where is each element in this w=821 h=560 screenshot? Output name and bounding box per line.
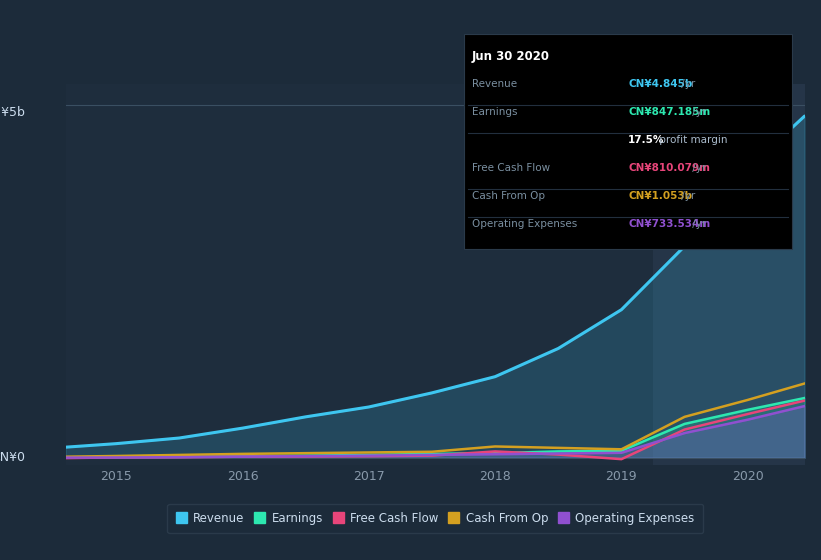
Text: CN¥810.079m: CN¥810.079m (628, 163, 710, 173)
Text: /yr: /yr (690, 107, 707, 117)
Text: Jun 30 2020: Jun 30 2020 (472, 50, 550, 63)
Text: /yr: /yr (690, 219, 707, 229)
Text: CN¥1.053b: CN¥1.053b (628, 191, 692, 201)
Text: CN¥4.845b: CN¥4.845b (628, 79, 692, 89)
Text: CN¥0: CN¥0 (0, 451, 25, 464)
Text: Revenue: Revenue (472, 79, 517, 89)
Text: Operating Expenses: Operating Expenses (472, 219, 577, 229)
Bar (653, 84, 811, 465)
Text: Earnings: Earnings (472, 107, 517, 117)
Text: Free Cash Flow: Free Cash Flow (472, 163, 550, 173)
Text: 17.5%: 17.5% (628, 135, 664, 145)
Text: CN¥5b: CN¥5b (0, 106, 25, 119)
Legend: Revenue, Earnings, Free Cash Flow, Cash From Op, Operating Expenses: Revenue, Earnings, Free Cash Flow, Cash … (167, 503, 703, 533)
Text: CN¥847.185m: CN¥847.185m (628, 107, 710, 117)
Text: /yr: /yr (690, 163, 707, 173)
Text: /yr: /yr (678, 79, 695, 89)
Text: /yr: /yr (678, 191, 695, 201)
Text: CN¥733.534m: CN¥733.534m (628, 219, 710, 229)
Text: Cash From Op: Cash From Op (472, 191, 545, 201)
Text: profit margin: profit margin (656, 135, 727, 145)
